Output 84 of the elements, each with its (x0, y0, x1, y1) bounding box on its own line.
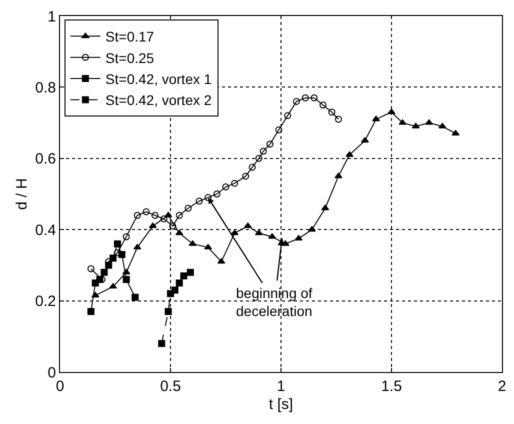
point (114, 240, 121, 248)
point (292, 98, 300, 105)
point (266, 140, 274, 148)
point (188, 240, 197, 246)
point (398, 119, 407, 125)
point (275, 126, 282, 134)
point (204, 244, 212, 250)
y-tick-label: 0 (48, 364, 56, 382)
point (171, 286, 178, 294)
point (284, 112, 292, 120)
point (438, 122, 446, 128)
point (180, 272, 188, 280)
point (254, 230, 263, 236)
point (244, 222, 252, 228)
point (255, 154, 262, 162)
point (184, 204, 192, 212)
point (133, 244, 142, 250)
point (310, 94, 318, 102)
annotation: beginning of deceleration (236, 285, 312, 320)
point (122, 268, 130, 274)
legend-label: St=0.17 (105, 28, 154, 45)
point (175, 230, 184, 236)
point (164, 212, 172, 218)
point (142, 208, 150, 216)
point (302, 94, 309, 102)
point (122, 233, 130, 240)
y-tick-label: 0.6 (35, 150, 56, 168)
legend-label: St=0.25 (105, 50, 154, 66)
point (268, 233, 276, 239)
point (217, 258, 226, 264)
point (169, 222, 176, 230)
point (105, 262, 112, 269)
point (148, 222, 157, 228)
point (186, 268, 194, 276)
point (87, 308, 94, 315)
y-tick-label: 0.4 (35, 222, 56, 239)
point (230, 230, 239, 236)
point (158, 340, 166, 348)
x-tick-label: 1 (276, 378, 286, 395)
y-tick-label: 0.8 (35, 79, 56, 96)
point (204, 194, 212, 202)
point (132, 294, 139, 301)
point (361, 137, 369, 143)
point (372, 116, 380, 122)
point (122, 276, 130, 283)
point (425, 119, 434, 125)
point (412, 122, 420, 128)
point (152, 212, 159, 219)
point (231, 180, 238, 187)
point (87, 265, 94, 272)
legend-label: St=0.42, vortex 2 (105, 92, 212, 108)
point (321, 204, 330, 210)
point (260, 148, 267, 155)
x-axis-title: t [s] (268, 396, 294, 413)
point (334, 116, 342, 123)
y-axis-title: d / H (13, 178, 30, 210)
x-tick-label: 1.5 (381, 378, 402, 395)
legend-label: St=0.42, vortex 1 (105, 71, 212, 88)
point (96, 276, 104, 283)
point (242, 172, 250, 180)
point (346, 151, 354, 157)
point (319, 102, 326, 108)
point (110, 254, 117, 262)
point (213, 190, 220, 198)
point (452, 130, 460, 136)
point (196, 198, 203, 205)
y-tick-label: 1 (48, 8, 56, 26)
point (134, 212, 141, 219)
point (176, 280, 183, 286)
point (164, 308, 172, 315)
y-tick-label: 0.2 (35, 293, 56, 310)
point (328, 108, 336, 116)
point (118, 251, 126, 258)
point (222, 183, 230, 190)
point (176, 212, 183, 219)
point (308, 226, 316, 232)
point (100, 268, 108, 276)
point (248, 164, 256, 171)
x-tick-label: 2 (498, 378, 506, 395)
point (160, 215, 168, 222)
point (334, 172, 342, 178)
point (109, 283, 117, 289)
point (388, 108, 396, 114)
x-tick-label: 0.5 (160, 378, 181, 395)
